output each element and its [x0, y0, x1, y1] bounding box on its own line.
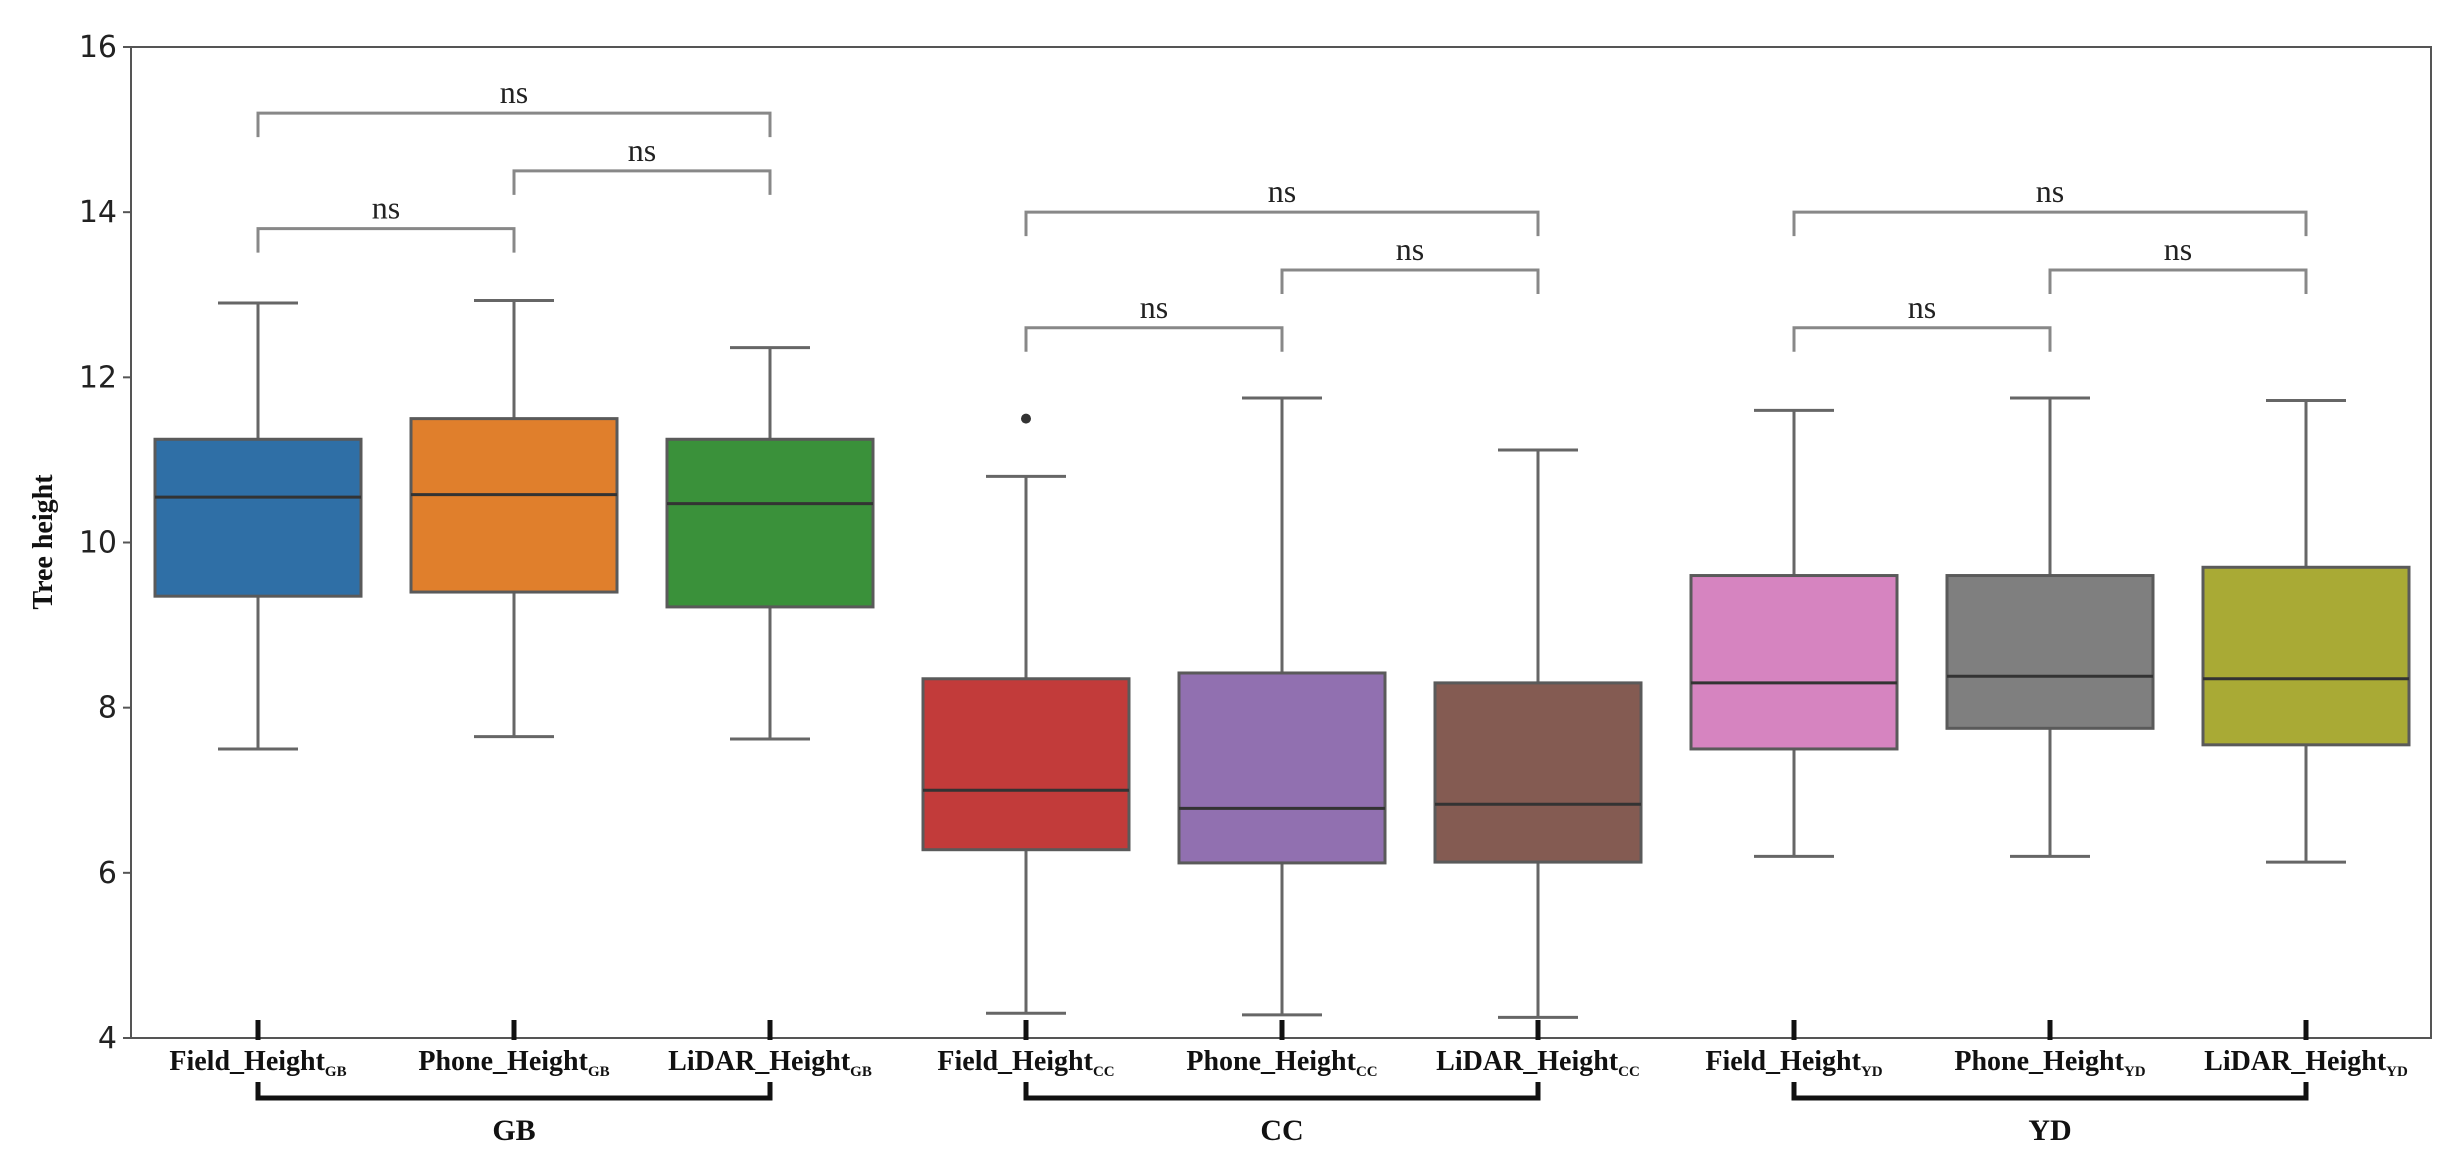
bracket-line [256, 111, 772, 138]
x-tick-label: LiDAR_HeightGB [668, 1046, 872, 1080]
significance-bracket: ns [256, 74, 772, 138]
x-tick-label: Field_HeightYD [1705, 1046, 1882, 1080]
group-bracket-cc: CC [1023, 1082, 1541, 1147]
significance-bracket: ns [1792, 289, 2052, 352]
significance-bracket: ns [1024, 173, 1540, 237]
y-axis-label: Tree height [28, 474, 59, 610]
bracket-line [256, 227, 516, 253]
significance-brackets: ns ns ns ns ns ns ns ns ns [256, 74, 2308, 352]
x-tick-label-subscript: GB [850, 1064, 872, 1080]
iqr-box [1689, 574, 1899, 751]
x-tick-label-subscript: YD [1861, 1064, 1883, 1080]
iqr-box [665, 437, 875, 609]
y-tick-label: 16 [79, 30, 117, 65]
x-tick-label-main: LiDAR_Height [668, 1046, 851, 1077]
x-tick-label-main: Field_Height [1705, 1046, 1861, 1077]
box-lidar-height-gb [665, 346, 875, 741]
y-tick-label: 10 [79, 526, 117, 561]
x-tick-label-main: LiDAR_Height [1436, 1046, 1619, 1077]
iqr-box [1177, 671, 1387, 865]
x-tick-label-subscript: CC [1093, 1064, 1115, 1080]
outlier-point [1021, 413, 1031, 424]
iqr-box [1945, 574, 2155, 730]
significance-bracket: ns [256, 190, 516, 253]
x-tick-label-subscript: GB [325, 1064, 347, 1080]
x-tick-label: Phone_HeightGB [418, 1046, 609, 1080]
significance-label: ns [1268, 173, 1296, 209]
significance-bracket: ns [512, 132, 772, 195]
group-bracket-line [1791, 1082, 2309, 1101]
bracket-line [1280, 268, 1540, 294]
x-tick-label: Phone_HeightYD [1954, 1046, 2145, 1080]
box-field-height-yd [1689, 408, 1899, 858]
group-label: YD [2028, 1114, 2071, 1147]
x-tick-label-main: Phone_Height [1186, 1046, 1356, 1077]
box-lidar-height-yd [2201, 398, 2411, 864]
significance-bracket: ns [1792, 173, 2308, 237]
y-tick-label: 12 [79, 360, 117, 395]
bracket-line [1792, 210, 2308, 237]
box-field-height-gb [153, 301, 363, 751]
y-tick-label: 6 [98, 856, 117, 891]
x-tick-label: Field_HeightGB [169, 1046, 346, 1080]
x-tick-label-main: Field_Height [169, 1046, 325, 1077]
iqr-box [409, 417, 619, 594]
x-tick-label: Phone_HeightCC [1186, 1046, 1377, 1080]
significance-label: ns [1908, 289, 1936, 325]
significance-bracket: ns [2048, 231, 2308, 294]
y-tick-label: 4 [98, 1021, 117, 1056]
x-tick-label-subscript: CC [1356, 1064, 1378, 1080]
box-phone-height-yd [1945, 396, 2155, 858]
group-label: CC [1260, 1114, 1303, 1147]
group-bracket-yd: YD [1791, 1082, 2309, 1147]
bracket-line [2048, 268, 2308, 294]
iqr-box [921, 677, 1131, 852]
x-axis: Field_HeightGB Phone_HeightGB LiDAR_Height… [169, 1020, 2408, 1080]
iqr-box [1433, 681, 1643, 864]
x-tick-label-subscript: YD [2124, 1064, 2146, 1080]
significance-label: ns [1140, 289, 1168, 325]
y-axis: 4 6 8 10 12 14 16 [79, 30, 131, 1056]
y-tick-label: 8 [98, 691, 117, 726]
x-tick-label-subscript: YD [2386, 1064, 2408, 1080]
boxes-layer [153, 299, 2411, 1019]
x-tick-label: LiDAR_HeightCC [1436, 1046, 1640, 1080]
significance-label: ns [372, 190, 400, 226]
group-bracket-gb: GB [255, 1082, 773, 1147]
x-tick-label-main: Phone_Height [1954, 1046, 2124, 1077]
significance-label: ns [1396, 231, 1424, 267]
x-tick-label-main: Field_Height [937, 1046, 1093, 1077]
significance-label: ns [2036, 173, 2064, 209]
iqr-box [153, 437, 363, 598]
bracket-line [1024, 326, 1284, 352]
significance-label: ns [628, 132, 656, 168]
group-label: GB [492, 1114, 535, 1147]
box-field-height-cc [921, 413, 1131, 1015]
group-brackets: GB CC YD [255, 1082, 2309, 1147]
x-tick-label-subscript: GB [588, 1064, 610, 1080]
significance-bracket: ns [1024, 289, 1284, 352]
x-tick-label-main: Phone_Height [418, 1046, 588, 1077]
x-tick-label-subscript: CC [1618, 1064, 1640, 1080]
box-lidar-height-cc [1433, 448, 1643, 1019]
bracket-line [1024, 210, 1540, 237]
bracket-line [1792, 326, 2052, 352]
significance-bracket: ns [1280, 231, 1540, 294]
iqr-box [2201, 565, 2411, 747]
group-bracket-line [1023, 1082, 1541, 1101]
box-phone-height-cc [1177, 396, 1387, 1017]
y-tick-label: 14 [79, 195, 117, 230]
significance-label: ns [2164, 231, 2192, 267]
box-phone-height-gb [409, 299, 619, 739]
x-tick-label: LiDAR_HeightYD [2204, 1046, 2408, 1080]
x-tick-label: Field_HeightCC [937, 1046, 1114, 1080]
group-bracket-line [255, 1082, 773, 1101]
significance-label: ns [500, 74, 528, 110]
bracket-line [512, 169, 772, 195]
x-tick-label-main: LiDAR_Height [2204, 1046, 2387, 1077]
